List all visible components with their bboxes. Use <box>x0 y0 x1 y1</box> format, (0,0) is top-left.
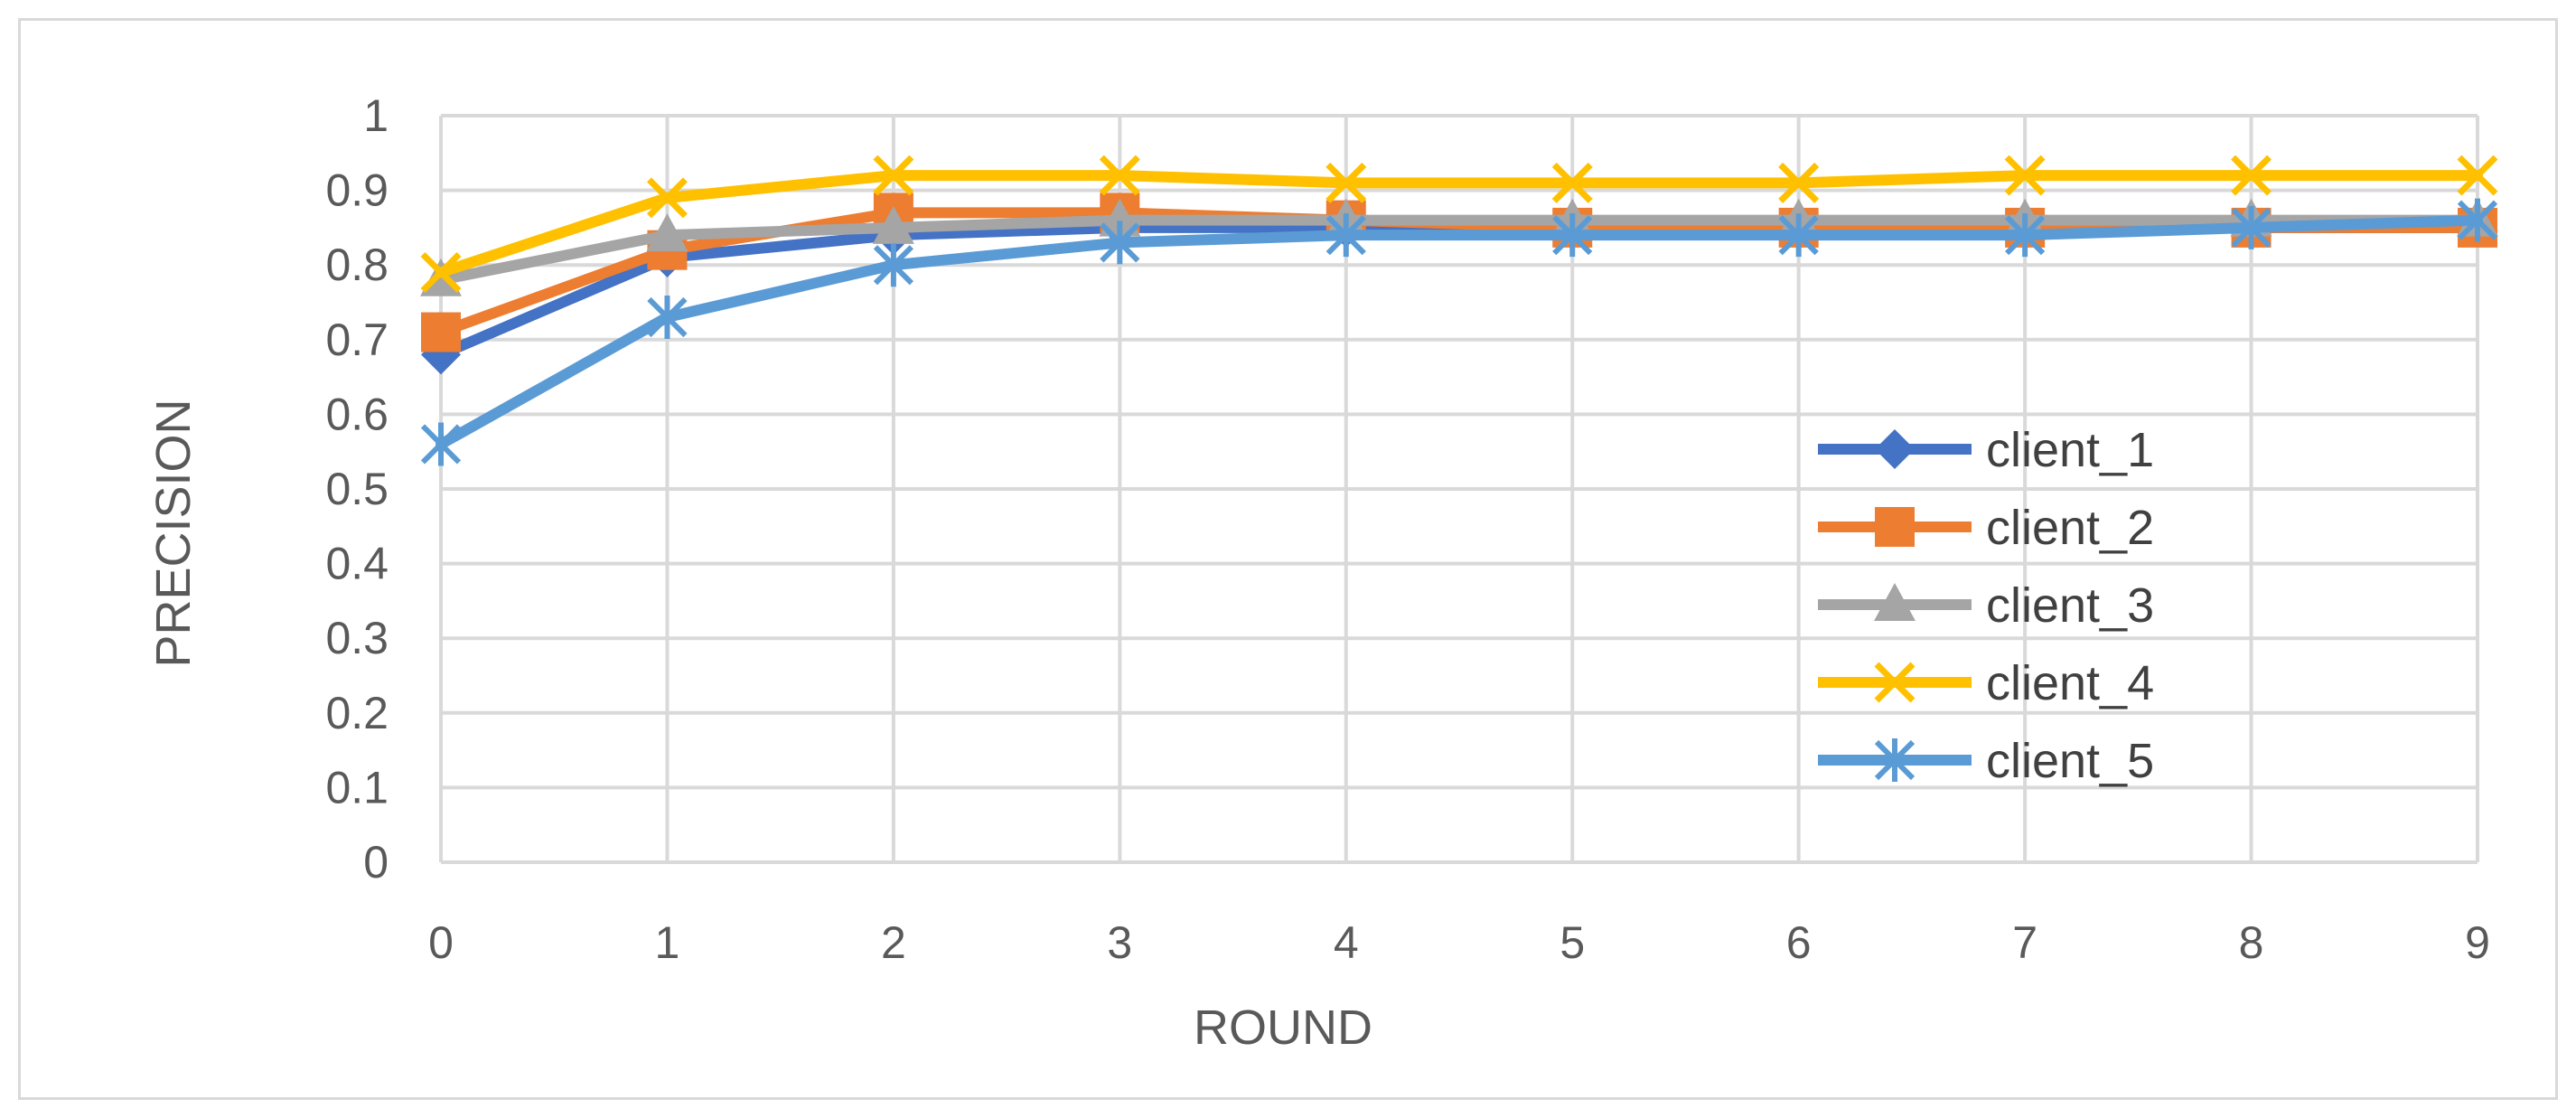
y-tick-label: 0.5 <box>325 464 389 514</box>
data-point <box>2457 198 2498 242</box>
legend-item: client_5 <box>1818 734 2154 788</box>
data-point <box>1325 213 1366 258</box>
x-tick-label: 8 <box>2239 917 2264 968</box>
legend-label: client_1 <box>1986 423 2154 477</box>
legend-item: client_2 <box>1818 501 2154 555</box>
series-lines <box>420 155 2498 466</box>
data-point <box>2457 155 2498 196</box>
y-tick-label: 0.1 <box>325 762 389 813</box>
data-point <box>421 312 461 352</box>
legend-item: client_3 <box>1818 578 2154 633</box>
data-point <box>1778 213 1819 258</box>
data-point <box>1875 507 1915 547</box>
data-point <box>2004 213 2046 258</box>
x-tick-label: 2 <box>881 917 906 968</box>
data-point <box>2004 155 2046 196</box>
data-point <box>1874 583 1916 621</box>
data-point <box>1875 429 1915 469</box>
x-tick-label: 6 <box>1786 917 1812 968</box>
data-point <box>420 251 462 293</box>
legend-item: client_4 <box>1818 656 2154 710</box>
y-tick-label: 0.2 <box>325 688 389 738</box>
y-tick-label: 0.4 <box>325 539 389 589</box>
data-point <box>872 205 914 244</box>
y-axis-ticks: 0 0.1 0.2 0.3 0.4 0.5 0.6 0.7 0.8 0.9 1 <box>325 90 389 888</box>
x-tick-label: 0 <box>428 917 454 968</box>
y-tick-label: 0.7 <box>325 315 389 365</box>
data-point <box>1874 662 1916 703</box>
series-line <box>436 214 2483 450</box>
data-point <box>873 243 914 287</box>
y-tick-label: 0.9 <box>325 165 389 216</box>
y-tick-label: 0.8 <box>325 240 389 290</box>
x-tick-label: 7 <box>2012 917 2037 968</box>
legend: client_1 client_2 client_3 client_4 client_5 <box>1818 423 2154 788</box>
data-point <box>1552 213 1593 258</box>
legend-label: client_2 <box>1986 501 2154 555</box>
series-client_4 <box>420 155 2498 293</box>
data-point <box>873 155 914 196</box>
legend-label: client_4 <box>1986 656 2154 710</box>
y-tick-label: 0.6 <box>325 389 389 439</box>
x-tick-label: 5 <box>1560 917 1585 968</box>
x-axis-ticks: 0 1 2 3 4 5 6 7 8 9 <box>428 917 2490 968</box>
data-point <box>1099 198 1141 237</box>
chart-frame <box>18 18 2558 1100</box>
x-tick-label: 1 <box>655 917 680 968</box>
data-point <box>1100 221 1140 265</box>
data-point <box>2231 155 2272 196</box>
data-point <box>1778 162 1820 203</box>
data-point <box>647 296 688 340</box>
y-tick-label: 1 <box>363 90 389 141</box>
legend-item: client_1 <box>1818 423 2154 477</box>
x-tick-label: 4 <box>1334 917 1359 968</box>
data-point <box>1325 162 1367 203</box>
y-axis-title: PRECISION <box>146 399 201 667</box>
data-point <box>646 213 688 252</box>
legend-label: client_5 <box>1986 734 2154 788</box>
series-line <box>436 221 2483 361</box>
series-line <box>436 170 2483 278</box>
series-line <box>436 214 2483 286</box>
data-point <box>646 177 688 219</box>
x-axis-title: ROUND <box>1194 1001 1372 1055</box>
x-tick-label: 3 <box>1107 917 1132 968</box>
data-point <box>1099 155 1140 196</box>
y-tick-label: 0.3 <box>325 613 389 663</box>
data-point <box>2231 205 2272 249</box>
data-point <box>420 422 462 466</box>
series-client_5 <box>420 198 2498 466</box>
data-point <box>1874 738 1916 782</box>
legend-label: client_3 <box>1986 578 2154 633</box>
data-point <box>1551 162 1593 203</box>
x-tick-label: 9 <box>2465 917 2490 968</box>
y-tick-label: 0 <box>363 837 389 888</box>
